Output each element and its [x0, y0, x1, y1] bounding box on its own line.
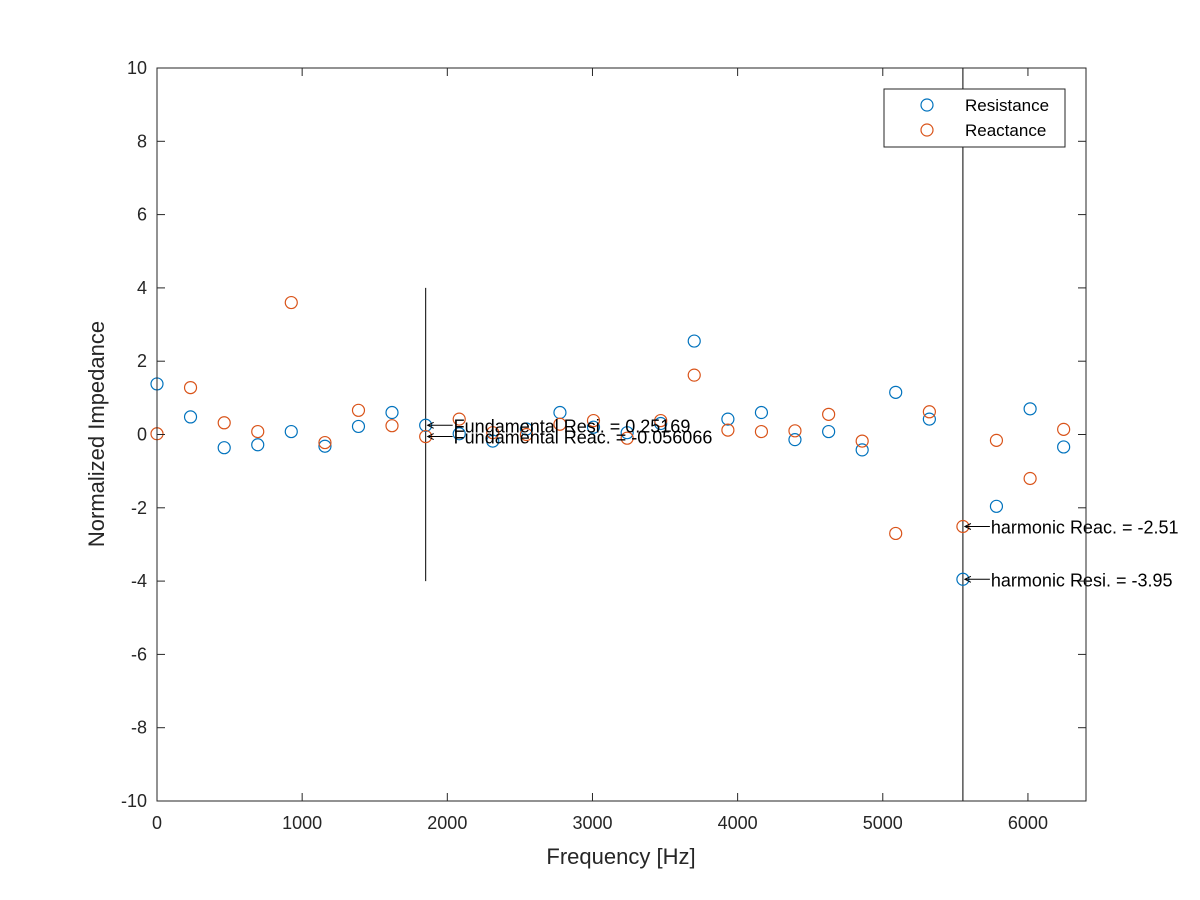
reactance-point	[519, 427, 534, 442]
reactance-point	[889, 526, 903, 541]
x-tick-label: 4000	[718, 813, 758, 833]
reactance-point	[486, 426, 500, 440]
reactance-point	[284, 295, 298, 310]
legend-label-resistance: Resistance	[965, 96, 1049, 115]
y-tick-label: 4	[137, 278, 147, 298]
y-axis-label: Normalized Impedance	[84, 321, 109, 547]
resistance-point	[351, 419, 366, 434]
resistance-point	[855, 443, 869, 457]
reactance-point	[452, 412, 466, 426]
resistance-point	[486, 434, 500, 448]
resistance-point	[788, 433, 802, 447]
resistance-point	[217, 441, 231, 455]
x-tick-label: 6000	[1008, 813, 1048, 833]
reactance-point	[687, 368, 701, 382]
annotation-label: harmonic Reac. = -2.51	[991, 517, 1179, 537]
reactance-point	[620, 431, 634, 445]
legend-label-reactance: Reactance	[965, 121, 1046, 140]
resistance-point	[385, 405, 399, 420]
reactance-point	[586, 413, 601, 428]
x-tick-label: 3000	[572, 813, 612, 833]
x-tick-label: 5000	[863, 813, 903, 833]
resistance-point	[822, 424, 836, 439]
y-tick-label: 2	[137, 351, 147, 371]
reactance-point	[855, 434, 869, 448]
y-tick-label: -2	[131, 498, 147, 518]
reactance-point	[385, 419, 399, 433]
y-tick-label: 0	[137, 425, 147, 445]
y-tick-label: -4	[131, 571, 147, 591]
legend-marker-reactance	[920, 123, 934, 137]
series-reactance	[150, 295, 1071, 541]
legend-box	[883, 88, 1066, 148]
reactance-point	[183, 380, 198, 395]
resistance-point	[989, 499, 1004, 513]
axes: 0 1000 2000 3000 4000 5000 6000 -10 -8 -6 -4 -2 0 2 4 6…	[121, 58, 1087, 833]
legend: Resistance Reactance	[883, 88, 1066, 148]
resistance-point	[889, 385, 903, 399]
vertical-markers	[425, 68, 964, 801]
annotation-arrowhead	[963, 575, 972, 583]
annotation-label: harmonic Resi. = -3.95	[991, 570, 1173, 590]
reactance-point	[788, 424, 802, 438]
legend-marker-resistance	[920, 98, 934, 112]
resistance-point	[318, 439, 332, 453]
x-axis-label: Frequency [Hz]	[546, 844, 695, 869]
y-tick-label: -6	[131, 644, 147, 664]
resistance-point	[183, 410, 198, 424]
x-tick-label: 2000	[427, 813, 467, 833]
annotation-arrowhead	[963, 523, 972, 530]
y-tick-label: -10	[121, 791, 147, 811]
x-tick-label: 1000	[282, 813, 322, 833]
resistance-point	[251, 438, 265, 452]
annotation-label: Fundamental Resi. = 0.25169	[454, 416, 691, 436]
resistance-point	[586, 420, 601, 434]
annotation-arrowhead	[426, 433, 434, 441]
resistance-point	[1023, 402, 1037, 416]
resistance-point	[721, 412, 735, 426]
series-resistance	[150, 334, 1071, 586]
y-tick-label: -8	[131, 718, 147, 738]
resistance-point	[754, 405, 769, 420]
y-tick-label: 6	[137, 205, 147, 225]
reactance-point	[721, 423, 735, 437]
x-tick-label: 0	[152, 813, 162, 833]
reactance-point	[217, 416, 231, 430]
reactance-point	[553, 417, 567, 431]
reactance-point	[989, 433, 1004, 447]
resistance-point	[654, 416, 668, 431]
reactance-point	[318, 435, 332, 450]
reactance-point	[654, 413, 668, 428]
resistance-point	[620, 426, 634, 440]
reactance-point	[822, 407, 836, 421]
resistance-point	[922, 412, 936, 426]
resistance-point	[452, 427, 466, 441]
annotation-label: Fundamental Reac. = -0.056066	[454, 428, 713, 448]
reactance-point	[1057, 422, 1071, 436]
reactance-point	[351, 403, 366, 417]
reactance-point	[922, 405, 936, 419]
reactance-point	[754, 424, 769, 439]
y-tick-label: 8	[137, 131, 147, 151]
y-tick-label: 10	[127, 58, 147, 78]
resistance-point	[1057, 440, 1071, 454]
data-points	[150, 295, 1071, 586]
resistance-point	[687, 334, 701, 348]
resistance-point	[284, 424, 298, 439]
resistance-point	[519, 422, 534, 436]
annotation-arrowhead	[426, 421, 434, 429]
reactance-point	[251, 424, 265, 439]
reactance-point	[1023, 471, 1037, 486]
